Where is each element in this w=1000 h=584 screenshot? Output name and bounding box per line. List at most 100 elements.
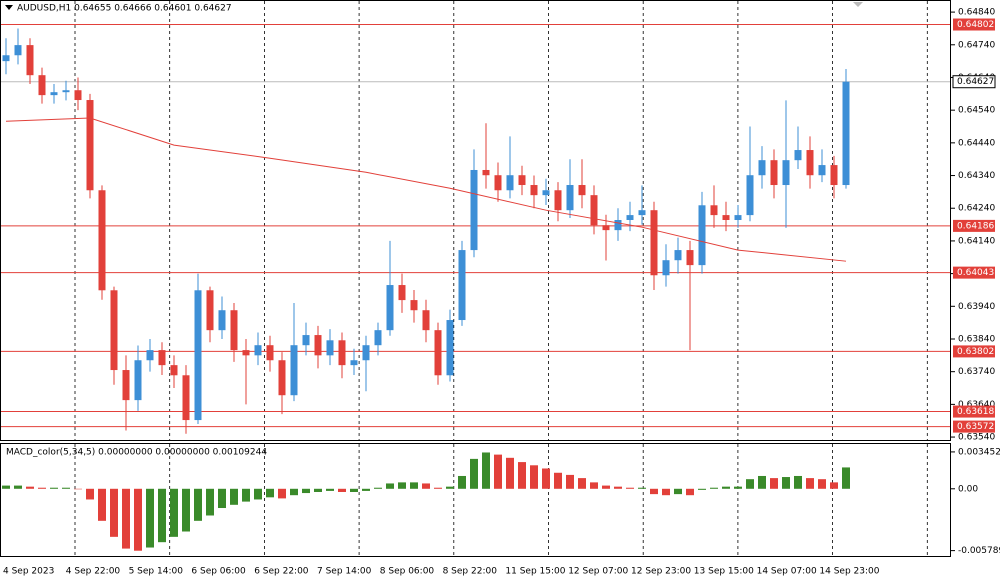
y-tick-label: 0.63640 [958, 400, 995, 410]
y-tick-label: 0.63740 [958, 367, 995, 377]
macd-bar [422, 483, 430, 489]
candle-body [146, 350, 154, 361]
macd-bar [302, 488, 310, 494]
macd-bar [158, 488, 166, 543]
y-tick-label: 0.64140 [958, 236, 995, 246]
candle-body [182, 375, 190, 421]
y-tick-label: 0.64440 [958, 138, 995, 148]
macd-bar [278, 488, 286, 499]
macd-bar [338, 488, 346, 492]
grid [74, 1, 928, 556]
candle-body [518, 175, 526, 186]
level-tag [953, 345, 995, 358]
macd-bar [386, 483, 394, 489]
y-tick-label: 0.64340 [958, 171, 995, 181]
candle-body [350, 360, 358, 366]
macd-bar [398, 482, 406, 489]
candle-body [122, 370, 130, 401]
candle-body [794, 150, 802, 161]
x-tick-label: 11 Sep 15:00 [505, 567, 565, 577]
macd-bar [758, 475, 766, 489]
candle-body [698, 205, 706, 266]
moving-average [5, 117, 847, 262]
candle-body [662, 260, 670, 276]
macd-bar [770, 478, 778, 489]
macd-bar [26, 486, 34, 489]
macd-y-tick-label: -0.0057890 [958, 546, 1000, 556]
macd-title: MACD_color(5,34,5) 0.00000000 0.00000000… [6, 448, 267, 458]
x-tick-label: 5 Sep 14:00 [129, 567, 184, 577]
candle-body [470, 169, 478, 251]
macd-bar [842, 467, 850, 489]
macd-bar [530, 465, 538, 489]
scroll-marker[interactable] [853, 2, 863, 7]
candle-body [434, 330, 442, 376]
candle-body [206, 290, 214, 331]
candle-body [566, 185, 574, 211]
macd-bar [806, 478, 814, 489]
candle-body [782, 160, 790, 186]
candle-body [74, 90, 82, 101]
candle-body [194, 290, 202, 421]
candle-body [530, 185, 538, 196]
macd-bar [494, 454, 502, 489]
y-tick-label: 0.63840 [958, 334, 995, 344]
menu-arrow[interactable] [5, 5, 13, 10]
candle-body [38, 75, 46, 96]
macd-bar [362, 488, 370, 491]
macd-bar [206, 488, 214, 516]
macd-bar [626, 487, 634, 489]
level-label: 0.64802 [957, 20, 994, 30]
macd-bar [374, 487, 382, 489]
candle-body [314, 335, 322, 356]
candle-body [818, 165, 826, 176]
candle-body [218, 310, 226, 331]
macd-bar [698, 488, 706, 490]
macd-bar [542, 468, 550, 489]
candle-body [590, 195, 598, 226]
candle-body [290, 345, 298, 396]
candle-body [842, 81, 850, 186]
candle-body [2, 55, 10, 62]
macd-bar [86, 488, 94, 500]
candle-body [734, 215, 742, 220]
candle-body [494, 175, 502, 191]
candle-body [806, 150, 814, 176]
x-tick-label: 6 Sep 06:00 [191, 567, 246, 577]
candle-body [134, 360, 142, 401]
candle-body [638, 210, 646, 216]
macd-bar [182, 488, 190, 532]
macd-bar [614, 486, 622, 489]
macd-bar [662, 488, 670, 496]
macd-bar [266, 488, 274, 498]
macd-bar [566, 474, 574, 489]
candle-body [98, 190, 106, 291]
candle-body [614, 220, 622, 231]
macd-bar [746, 479, 754, 489]
level-tag [953, 266, 995, 279]
macd-bar [446, 486, 454, 489]
candle-body [710, 205, 718, 216]
candle-body [578, 185, 586, 196]
candle-body [374, 330, 382, 346]
candle-body [26, 45, 34, 76]
candle-body [686, 250, 694, 266]
macd-bar [242, 488, 250, 502]
macd-bar [38, 487, 46, 489]
macd-bar [734, 486, 742, 489]
macd-bar [314, 488, 322, 492]
candle-body [62, 90, 70, 93]
macd-bar [218, 488, 226, 509]
candle-body [170, 365, 178, 376]
macd-bar [710, 487, 718, 489]
level-label: 0.63802 [957, 347, 994, 357]
candle-body [650, 210, 658, 276]
macd-bar [650, 488, 658, 495]
candle-body [458, 250, 466, 321]
candle-body [242, 350, 250, 356]
x-tick-label: 14 Sep 23:00 [819, 567, 879, 577]
x-tick-label: 14 Sep 07:00 [757, 567, 817, 577]
y-tick-label: 0.64740 [958, 40, 995, 50]
candle-body [254, 345, 262, 356]
macd-bar [590, 482, 598, 489]
